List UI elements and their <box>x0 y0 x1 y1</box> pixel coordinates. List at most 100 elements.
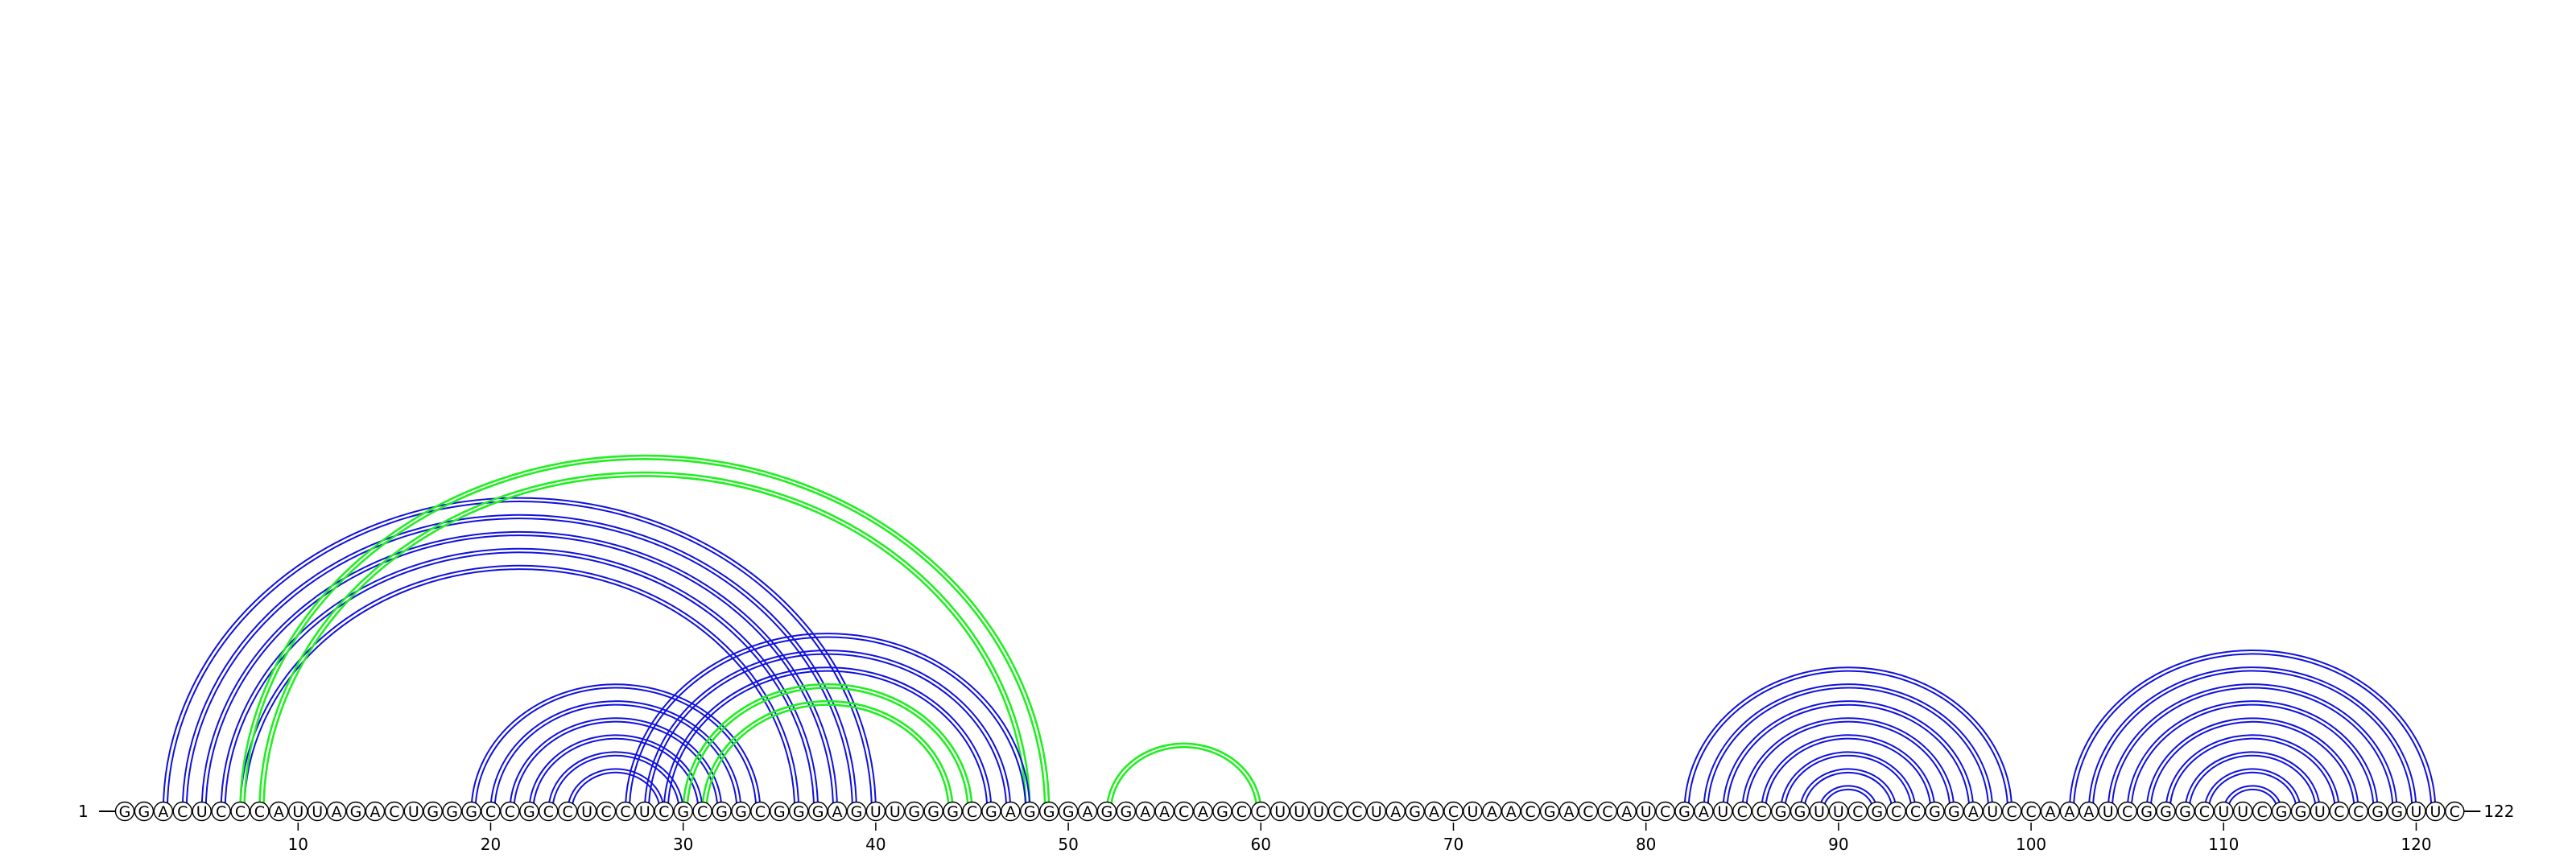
nucleotide-letter-32: G <box>716 803 728 821</box>
nucleotide-circle-25 <box>576 801 597 822</box>
base-pair-arc-7-49-green <box>239 454 1051 812</box>
nucleotide-letter-68: G <box>1409 803 1421 821</box>
nucleotide-letter-105: C <box>2122 803 2132 821</box>
base-pair-arc-104-119-blue <box>2107 683 2398 812</box>
axis-ticks-layer: 10 20 30 40 50 60 70 80 90 100 110 120 <box>288 823 2432 854</box>
nucleotide-letter-25: U <box>581 803 592 821</box>
axis-tick-label-60: 60 <box>1251 835 1271 854</box>
base-pair-arc-23-30-blue-inner <box>551 754 680 812</box>
base-pair-arc-29-46-blue <box>663 666 993 812</box>
base-pair-arc-31-44-green-inner <box>705 703 950 812</box>
nucleotide-letter-108: G <box>2179 803 2191 821</box>
nucleotide-circle-57 <box>1193 801 1213 822</box>
nucleotide-letter-112: C <box>2256 803 2267 821</box>
end-position-label: 122 <box>2483 802 2514 821</box>
base-pair-arc-83-98-blue-inner <box>1707 687 1990 812</box>
nucleotide-circle-17 <box>423 801 443 822</box>
nucleotide-circle-10 <box>288 801 308 822</box>
base-pair-arc-107-116-blue-inner <box>2169 737 2336 812</box>
nucleotide-circle-98 <box>1983 801 2003 822</box>
nucleotide-letter-14: A <box>369 803 380 821</box>
nucleotide-94: C <box>1905 801 1926 822</box>
nucleotide-letter-22: G <box>523 803 535 821</box>
nucleotide-104: U <box>2098 801 2118 822</box>
base-pair-arc-6-37-blue <box>220 547 819 812</box>
nucleotide-21: C <box>500 801 520 822</box>
nucleotide-letter-82: G <box>1678 803 1690 821</box>
base-pair-arc-85-96-blue-inner <box>1745 720 1951 812</box>
start-position-label: 1 <box>78 802 89 821</box>
nucleotide-43: G <box>923 801 943 822</box>
nucleotide-letter-39: G <box>851 803 863 821</box>
nucleotide-circle-55 <box>1154 801 1174 822</box>
nucleotide-circle-117 <box>2348 801 2368 822</box>
nucleotide-letter-24: C <box>563 803 573 821</box>
nucleotide-letter-101: A <box>2046 803 2056 821</box>
nucleotide-47: A <box>1001 801 1021 822</box>
nucleotide-circle-8 <box>250 801 270 822</box>
nucleotide-114: G <box>2290 801 2311 822</box>
nucleotide-letter-94: C <box>1910 803 1921 821</box>
nucleotide-letter-31: C <box>697 803 708 821</box>
nucleotide-letter-55: A <box>1159 803 1170 821</box>
nucleotide-9: A <box>269 801 289 822</box>
nucleotide-letter-118: G <box>2372 803 2384 821</box>
nucleotide-67: A <box>1385 801 1406 822</box>
nucleotide-105: C <box>2117 801 2137 822</box>
nucleotide-letter-1: G <box>119 803 131 821</box>
base-pair-arc-102-121-blue-inner <box>2072 653 2433 812</box>
nucleotide-letter-102: A <box>2064 803 2074 821</box>
nucleotide-circle-100 <box>2021 801 2041 822</box>
nucleotide-110: U <box>2214 801 2234 822</box>
nucleotide-13: G <box>345 801 366 822</box>
nucleotide-letter-40: U <box>870 803 881 821</box>
nucleotide-letter-30: G <box>677 803 689 821</box>
nucleotide-circle-101 <box>2040 801 2061 822</box>
nucleotide-letter-44: G <box>947 803 959 821</box>
nucleotide-circle-114 <box>2290 801 2311 822</box>
nucleotide-7: C <box>230 801 250 822</box>
base-pair-arc-110-113-blue-inner <box>2227 788 2279 812</box>
nucleotide-letter-83: A <box>1699 803 1709 821</box>
nucleotide-circle-46 <box>981 801 1001 822</box>
nucleotide-circle-113 <box>2271 801 2292 822</box>
base-pair-arc-108-115-blue <box>2184 751 2321 812</box>
nucleotide-letter-11: U <box>312 803 323 821</box>
nucleotide-letter-84: U <box>1717 803 1728 821</box>
nucleotide-66: U <box>1366 801 1387 822</box>
nucleotide-circle-53 <box>1116 801 1137 822</box>
nucleotide-84: U <box>1713 801 1733 822</box>
nucleotide-letter-47: A <box>1005 803 1016 821</box>
nucleotide-letter-106: G <box>2140 803 2153 821</box>
nucleotide-95: G <box>1925 801 1945 822</box>
nucleotide-31: C <box>692 801 712 822</box>
nucleotide-121: U <box>2425 801 2446 822</box>
nucleotide-8: C <box>250 801 270 822</box>
axis-tick-label-10: 10 <box>288 835 308 854</box>
nucleotide-83: A <box>1694 801 1714 822</box>
nucleotide-circle-3 <box>153 801 174 822</box>
base-pair-arc-89-92-blue <box>1818 785 1878 812</box>
nucleotide-55: A <box>1154 801 1174 822</box>
nucleotide-circle-37 <box>807 801 828 822</box>
nucleotide-letter-107: G <box>2160 803 2172 821</box>
nucleotide-letter-78: C <box>1602 803 1612 821</box>
nucleotide-letter-23: C <box>543 803 554 821</box>
nucleotide-96: G <box>1944 801 1964 822</box>
nucleotide-2: G <box>134 801 155 822</box>
nucleotide-letter-103: A <box>2083 803 2094 821</box>
nucleotide-45: C <box>962 801 982 822</box>
nucleotide-circle-72 <box>1482 801 1502 822</box>
nucleotide-circle-2 <box>134 801 155 822</box>
nucleotide-17: G <box>423 801 443 822</box>
nucleotide-letter-66: U <box>1371 803 1382 821</box>
nucleotide-letter-19: G <box>465 803 477 821</box>
nucleotide-circle-51 <box>1077 801 1098 822</box>
base-pair-arc-30-45-green <box>682 683 973 812</box>
nucleotide-letter-92: G <box>1871 803 1883 821</box>
nucleotide-88: G <box>1790 801 1810 822</box>
nucleotide-letter-88: G <box>1794 803 1806 821</box>
nucleotide-letter-43: G <box>927 803 939 821</box>
nucleotide-81: C <box>1655 801 1675 822</box>
nucleotide-letter-49: G <box>1043 803 1055 821</box>
